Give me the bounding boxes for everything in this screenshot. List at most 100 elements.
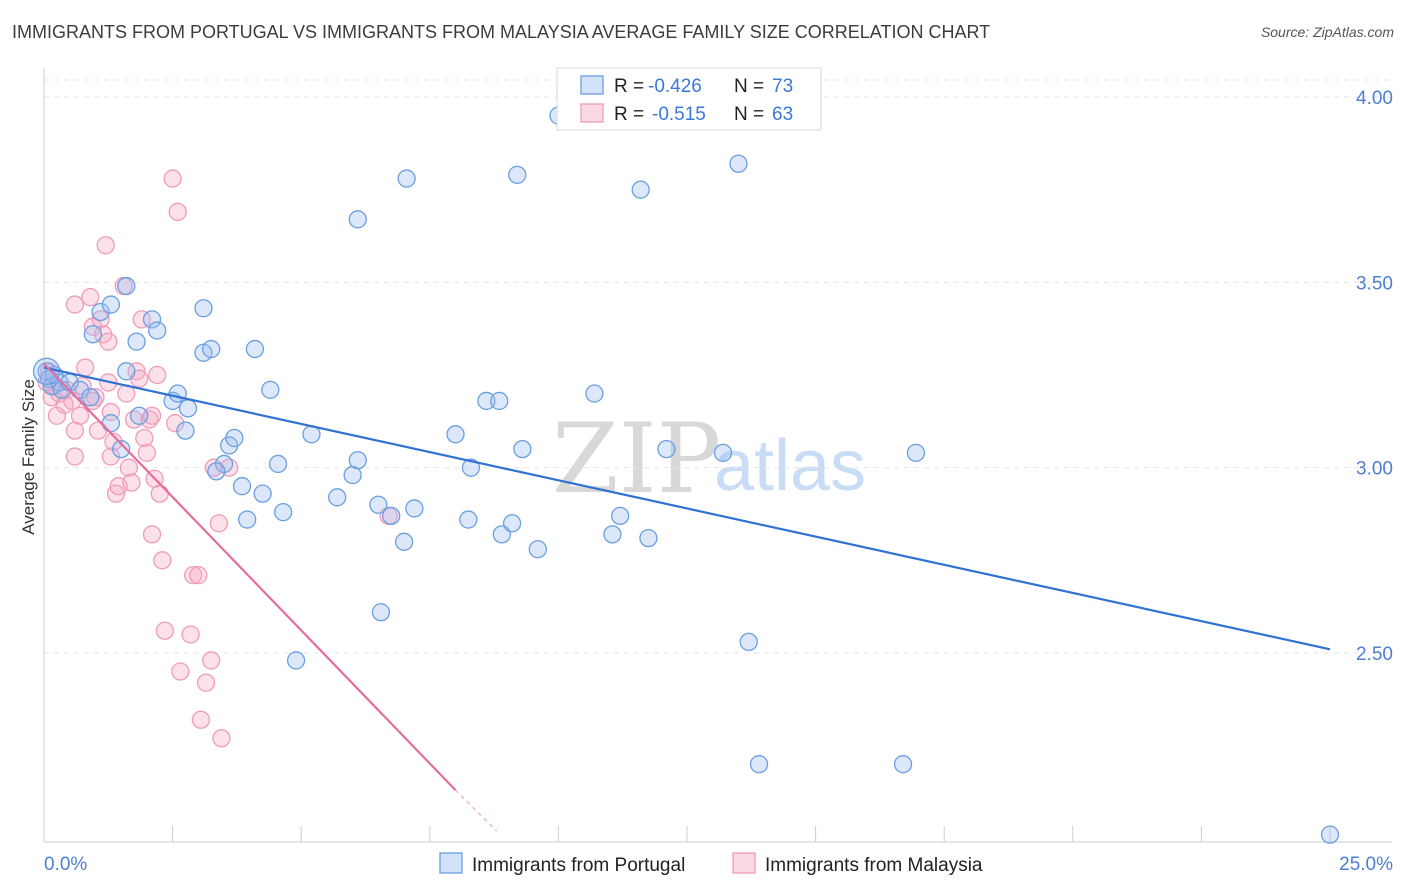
malaysia-point-47 <box>163 169 182 188</box>
malaysia-point-15 <box>81 288 100 307</box>
malaysia-point-41 <box>142 525 162 544</box>
malaysia-point-10 <box>65 447 85 466</box>
legend-swatch-malaysia <box>580 103 604 123</box>
portugal-point-51 <box>461 458 481 477</box>
legend-box: R = -0.426 N = 73 R = -0.515 N = 63 <box>556 67 822 131</box>
malaysia-point-16 <box>83 317 103 336</box>
portugal-point-53 <box>490 391 509 411</box>
malaysia-point-58 <box>212 729 231 748</box>
malaysia-point-32 <box>122 473 141 492</box>
y-tick-labels: 2.50 3.00 3.50 4.00 <box>1356 88 1393 665</box>
malaysia-point-20 <box>91 310 110 329</box>
legend-r-portugal: -0.426 <box>648 76 702 97</box>
malaysia-point-23 <box>99 332 118 351</box>
legend-n-malaysia: 63 <box>772 104 793 125</box>
portugal-point-49 <box>446 425 465 444</box>
malaysia-point-40 <box>142 406 162 425</box>
portugal-point-18 <box>112 439 131 459</box>
legend-r-label-portugal: R = <box>614 76 644 97</box>
portugal-point-28 <box>261 380 280 399</box>
legend-r-label-malaysia: R = <box>614 104 644 125</box>
malaysia-point-52 <box>189 566 208 585</box>
x-tick-label-min: 0.0% <box>44 854 87 875</box>
malaysia-point-45 <box>153 551 172 570</box>
legend-r-malaysia: -0.515 <box>652 104 706 125</box>
portugal-point-24 <box>194 299 213 318</box>
malaysia-point-48 <box>168 202 187 222</box>
portugal-point-61 <box>603 525 622 544</box>
portugal-point-40 <box>328 488 347 507</box>
portugal-point-72 <box>286 651 306 670</box>
portugal-point-70 <box>893 755 913 774</box>
trend-line-malaysia-extension <box>454 789 498 832</box>
malaysia-point-37 <box>135 428 154 448</box>
source-label: Source: ZipAtlas.com <box>1260 24 1394 40</box>
portugal-point-12 <box>117 276 136 296</box>
legend-swatch-portugal <box>580 75 604 95</box>
malaysia-point-54 <box>196 673 216 692</box>
portugal-point-44 <box>382 506 401 526</box>
portugal-point-21 <box>168 384 187 403</box>
portugal-point-62 <box>610 506 630 526</box>
portugal-point-39 <box>348 210 367 229</box>
portugal-point-37 <box>274 502 293 522</box>
legend-n-label-malaysia: N = <box>734 104 764 125</box>
portugal-point-23 <box>176 421 195 440</box>
portugal-point-63 <box>639 528 658 548</box>
malaysia-point-50 <box>181 625 200 644</box>
portugal-point-73 <box>1320 825 1340 844</box>
legend-n-label-portugal: N = <box>734 76 764 97</box>
portugal-point-26 <box>202 339 221 359</box>
portugal-point-47 <box>405 499 424 518</box>
malaysia-point-26 <box>104 432 123 451</box>
chart-title: IMMIGRANTS FROM PORTUGAL VS IMMIGRANTS F… <box>12 22 991 42</box>
portugal-point-58 <box>528 540 547 559</box>
portugal-point-11 <box>101 295 121 314</box>
portugal-point-60 <box>585 384 604 403</box>
portugal-point-56 <box>508 165 527 184</box>
malaysia-point-43 <box>148 365 167 385</box>
malaysia-point-36 <box>132 310 151 329</box>
malaysia-point-57 <box>209 514 229 533</box>
watermark-atlas: atlas <box>714 426 866 506</box>
portugal-point-27 <box>245 339 265 359</box>
malaysia-point-25 <box>101 447 121 466</box>
legend-frame <box>556 67 822 131</box>
portugal-point-8 <box>81 388 100 407</box>
portugal-point-48 <box>397 169 416 188</box>
malaysia-point-46 <box>155 621 175 640</box>
portugal-point-57 <box>513 439 532 459</box>
portugal-point-16 <box>117 362 136 381</box>
portugal-point-10 <box>91 302 110 322</box>
y-tick-label-3.00: 3.00 <box>1356 459 1393 480</box>
malaysia-point-49 <box>171 662 190 681</box>
malaysia-point-44 <box>150 484 169 503</box>
portugal-point-46 <box>394 532 414 551</box>
portugal-point-19 <box>130 406 149 425</box>
portugal-point-35 <box>253 484 272 503</box>
legend-n-portugal: 73 <box>772 76 793 97</box>
portugal-point-65 <box>657 439 676 459</box>
malaysia-point-18 <box>86 388 105 407</box>
portugal-point-22 <box>178 399 198 418</box>
portugal-point-71 <box>906 443 926 462</box>
malaysia-point-7 <box>57 380 77 399</box>
portugal-point-66 <box>713 443 733 462</box>
trend-line-malaysia <box>43 363 457 791</box>
portugal-point-14 <box>142 310 162 329</box>
portugal-point-17 <box>101 414 121 433</box>
y-tick-label-3.50: 3.50 <box>1356 273 1393 294</box>
portugal-point-15 <box>148 321 167 340</box>
portugal-point-45 <box>371 603 391 622</box>
malaysia-point-51 <box>184 566 203 585</box>
portugal-point-50 <box>459 510 478 529</box>
portugal-point-9 <box>83 325 103 344</box>
bottom-legend-malaysia: Immigrants from Malaysia <box>765 855 983 876</box>
portugal-point-32 <box>207 462 226 481</box>
portugal-point-64 <box>631 180 650 199</box>
series-malaysia-points <box>37 169 398 748</box>
portugal-point-68 <box>739 632 758 652</box>
series-portugal-points <box>32 106 1340 844</box>
portugal-point-13 <box>127 332 146 351</box>
